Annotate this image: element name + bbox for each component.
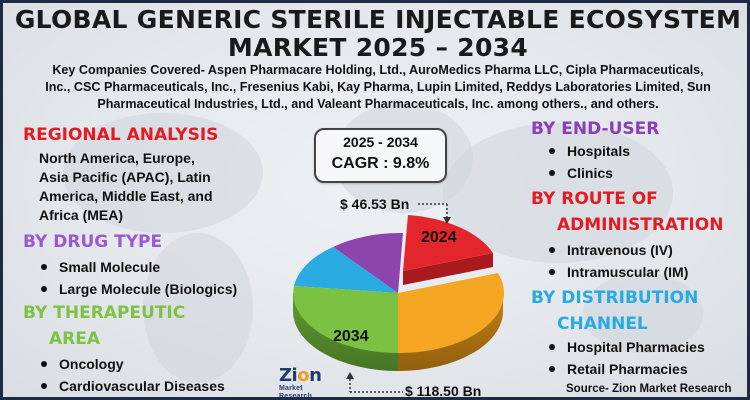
regional-analysis-text: North America, Europe, Asia Pacific (APA…	[39, 149, 239, 225]
companies-line-3: Pharmaceutical Industries, Ltd., and Val…	[97, 97, 659, 111]
list-item: Oncology	[39, 353, 225, 375]
companies-line-1: Key Companies Covered- Aspen Pharmacare …	[52, 63, 704, 77]
regional-line-2: Asia Pacific (APAC), Latin	[39, 169, 211, 185]
drug-type-heading: BY DRUG TYPE	[23, 232, 163, 252]
companies-line-2: Inc., CSC Pharmaceuticals, Inc., Freseni…	[45, 80, 711, 94]
key-companies-text: Key Companies Covered- Aspen Pharmacare …	[25, 62, 731, 113]
therapeutic-area-heading: BY THERAPEUTIC AREA	[23, 303, 185, 349]
list-item: Retail Pharmacies	[547, 358, 705, 380]
logo-wordmark: Zion	[279, 365, 322, 386]
cagr-years: 2025 - 2034	[343, 134, 418, 150]
route-list: Intravenous (IV) Intramuscular (IM)	[547, 239, 688, 283]
pie-slice-red-side	[403, 253, 493, 285]
regional-line-1: North America, Europe,	[39, 150, 195, 166]
distribution-heading-line-1: BY DISTRIBUTION	[531, 288, 699, 308]
list-item: Intravenous (IV)	[547, 239, 688, 261]
list-item: Clinics	[547, 162, 630, 184]
distribution-heading-line-2: CHANNEL	[557, 314, 648, 334]
zion-logo: Zion Market Research	[279, 365, 335, 400]
world-map-background	[583, 273, 703, 353]
regional-line-3: America, Middle East, and	[39, 188, 213, 204]
end-user-list: Hospitals Clinics	[547, 140, 630, 184]
therapeutic-area-list: Oncology Cardiovascular Diseases	[39, 353, 225, 397]
therapeutic-heading-line-2: AREA	[49, 329, 101, 349]
pie-slice-red	[403, 215, 493, 271]
route-heading-line-1: BY ROUTE OF	[531, 189, 658, 209]
list-item: Hospital Pharmacies	[547, 336, 705, 358]
end-user-heading: BY END-USER	[531, 119, 660, 139]
title-line-2: MARKET 2025 – 2034	[227, 33, 529, 62]
list-item: Small Molecule	[39, 256, 237, 278]
pie-slice-blue	[294, 247, 398, 293]
page-title: GLOBAL GENERIC STERILE INJECTABLE ECOSYS…	[3, 5, 747, 62]
pie-slice-orange	[398, 273, 505, 354]
distribution-list: Hospital Pharmacies Retail Pharmacies	[547, 336, 705, 380]
regional-line-4: Africa (MEA)	[39, 207, 124, 223]
arrow-icon	[443, 217, 451, 224]
list-item: Hospitals	[547, 140, 630, 162]
route-heading-line-2: ADMINISTRATION	[557, 215, 724, 235]
year-2034-label: 2034	[333, 328, 369, 345]
therapeutic-heading-line-1: BY THERAPEUTIC	[23, 303, 186, 323]
list-item: Cardiovascular Diseases	[39, 375, 225, 397]
world-map-background	[63, 113, 263, 233]
logo-subtitle: Market Research	[279, 385, 313, 400]
list-item: Large Molecule (Biologics)	[39, 278, 237, 300]
pie-side-base	[293, 293, 503, 371]
list-item: Intramuscular (IM)	[547, 261, 688, 283]
cagr-box: 2025 - 2034 CAGR : 9.8%	[314, 128, 447, 183]
cagr-value: CAGR : 9.8%	[331, 155, 430, 172]
distribution-channel-heading: BY DISTRIBUTION CHANNEL	[531, 288, 698, 334]
source-text: Source- Zion Market Research	[566, 383, 732, 395]
arrow-icon	[346, 372, 354, 379]
world-map-background	[143, 233, 253, 383]
pie-chart-graphic	[293, 203, 505, 393]
pie-slice-green	[293, 286, 398, 353]
route-of-administration-heading: BY ROUTE OF ADMINISTRATION	[531, 189, 723, 235]
drug-type-list: Small Molecule Large Molecule (Biologics…	[39, 256, 237, 300]
pie-slice-purple	[333, 232, 403, 293]
value-2024-label: $ 46.53 Bn	[340, 196, 410, 212]
title-line-1: GLOBAL GENERIC STERILE INJECTABLE ECOSYS…	[14, 5, 742, 34]
regional-analysis-heading: REGIONAL ANALYSIS	[23, 125, 219, 145]
value-2034-label: $ 118.50 Bn	[405, 383, 482, 399]
world-map-background	[443, 123, 673, 263]
year-2024-label: 2024	[421, 229, 457, 246]
